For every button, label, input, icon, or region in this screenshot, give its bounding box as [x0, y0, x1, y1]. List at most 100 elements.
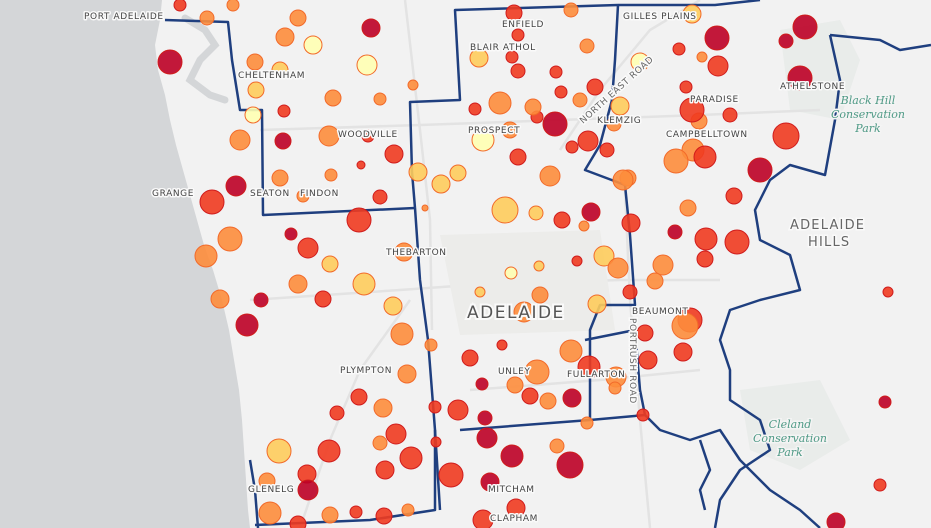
data-circle[interactable] — [621, 213, 641, 233]
data-circle[interactable] — [407, 79, 419, 91]
data-circle[interactable] — [521, 387, 539, 405]
data-circle[interactable] — [468, 102, 482, 116]
data-circle[interactable] — [297, 479, 319, 501]
data-circle[interactable] — [226, 0, 240, 12]
data-circle[interactable] — [289, 9, 307, 27]
data-circle[interactable] — [318, 125, 340, 147]
data-circle[interactable] — [225, 175, 247, 197]
data-circle[interactable] — [563, 2, 579, 18]
data-circle[interactable] — [539, 165, 561, 187]
data-circle[interactable] — [679, 97, 705, 123]
data-circle[interactable] — [430, 436, 442, 448]
data-circle[interactable] — [722, 107, 738, 123]
data-circle[interactable] — [271, 61, 289, 79]
data-circle[interactable] — [673, 342, 693, 362]
data-circle[interactable] — [375, 460, 395, 480]
data-circle[interactable] — [373, 398, 393, 418]
data-circle[interactable] — [397, 364, 417, 384]
data-circle[interactable] — [488, 91, 512, 115]
data-circle[interactable] — [578, 220, 590, 232]
data-circle[interactable] — [217, 226, 243, 252]
data-circle[interactable] — [274, 132, 292, 150]
data-circle[interactable] — [571, 255, 583, 267]
data-circle[interactable] — [607, 257, 629, 279]
data-circle[interactable] — [356, 54, 378, 76]
data-circle[interactable] — [704, 25, 730, 51]
data-circle[interactable] — [510, 63, 526, 79]
data-circle[interactable] — [542, 111, 568, 137]
data-circle[interactable] — [577, 355, 601, 379]
data-circle[interactable] — [528, 205, 544, 221]
data-circle[interactable] — [504, 266, 518, 280]
data-circle[interactable] — [792, 14, 818, 40]
data-circle[interactable] — [679, 80, 693, 94]
data-circle[interactable] — [383, 296, 403, 316]
data-circle[interactable] — [385, 423, 407, 445]
data-circle[interactable] — [682, 4, 702, 24]
data-circle[interactable] — [663, 148, 689, 174]
data-circle[interactable] — [438, 462, 464, 488]
data-circle[interactable] — [693, 145, 717, 169]
data-circle[interactable] — [553, 211, 571, 229]
data-circle[interactable] — [157, 49, 183, 75]
data-circle[interactable] — [229, 129, 251, 151]
data-circle[interactable] — [747, 157, 773, 183]
data-circle[interactable] — [314, 290, 332, 308]
data-circle[interactable] — [491, 196, 519, 224]
data-circle[interactable] — [361, 18, 381, 38]
data-circle[interactable] — [194, 244, 218, 268]
data-circle[interactable] — [449, 164, 467, 182]
data-circle[interactable] — [476, 427, 498, 449]
data-circle[interactable] — [652, 254, 674, 276]
data-circle[interactable] — [401, 503, 415, 517]
data-circle[interactable] — [350, 388, 368, 406]
data-circle[interactable] — [593, 245, 615, 267]
data-circle[interactable] — [289, 515, 307, 528]
data-circle[interactable] — [506, 376, 524, 394]
data-circle[interactable] — [266, 438, 292, 464]
data-circle[interactable] — [471, 128, 495, 152]
data-circle[interactable] — [587, 294, 607, 314]
data-circle[interactable] — [461, 349, 479, 367]
data-circle[interactable] — [878, 395, 892, 409]
data-circle[interactable] — [258, 501, 282, 525]
data-circle[interactable] — [288, 274, 308, 294]
data-circle[interactable] — [356, 160, 366, 170]
data-circle[interactable] — [696, 250, 714, 268]
data-circle[interactable] — [549, 438, 565, 454]
data-circle[interactable] — [329, 405, 345, 421]
data-circle[interactable] — [636, 408, 650, 422]
data-circle[interactable] — [253, 292, 269, 308]
data-circle[interactable] — [284, 227, 298, 241]
data-circle[interactable] — [533, 260, 545, 272]
data-circle[interactable] — [622, 284, 638, 300]
data-circle[interactable] — [772, 122, 800, 150]
data-circle[interactable] — [361, 129, 375, 143]
data-circle[interactable] — [636, 324, 654, 342]
data-circle[interactable] — [579, 38, 595, 54]
data-circle[interactable] — [277, 104, 291, 118]
data-circle[interactable] — [556, 451, 584, 479]
data-circle[interactable] — [317, 439, 341, 463]
data-circle[interactable] — [572, 92, 588, 108]
data-circle[interactable] — [565, 140, 579, 154]
data-circle[interactable] — [373, 92, 387, 106]
data-circle[interactable] — [469, 48, 489, 68]
data-circle[interactable] — [394, 242, 414, 262]
data-circle[interactable] — [679, 199, 697, 217]
data-circle[interactable] — [531, 286, 549, 304]
data-circle[interactable] — [500, 444, 524, 468]
data-circle[interactable] — [496, 339, 508, 351]
data-circle[interactable] — [882, 286, 894, 298]
data-circle[interactable] — [724, 229, 750, 255]
data-circle[interactable] — [725, 187, 743, 205]
data-circle[interactable] — [707, 55, 729, 77]
data-circle[interactable] — [324, 89, 342, 107]
data-circle[interactable] — [474, 286, 486, 298]
data-circle[interactable] — [235, 313, 259, 337]
data-circle[interactable] — [210, 289, 230, 309]
data-circle[interactable] — [321, 255, 339, 273]
data-circle[interactable] — [577, 130, 599, 152]
